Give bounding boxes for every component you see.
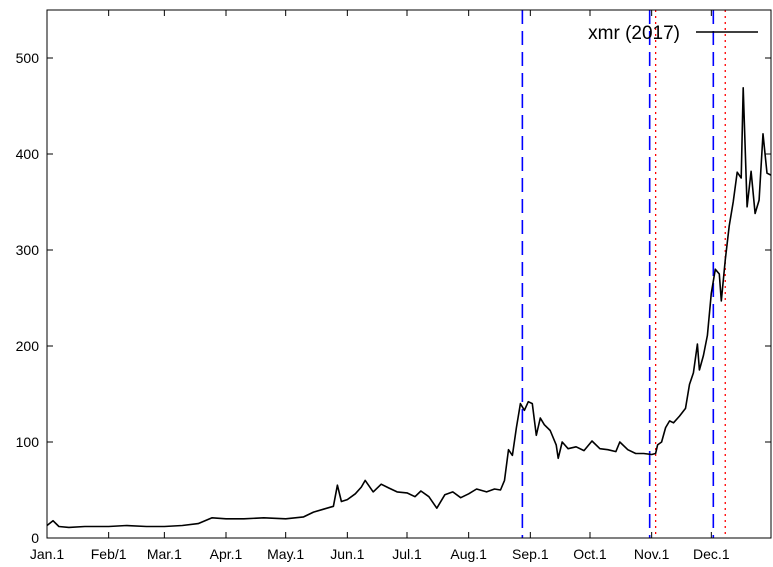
x-tick-label-11: Nov.1 <box>634 546 670 562</box>
y-tick-label-400: 400 <box>16 146 40 162</box>
x-tick-label-4: Apr.1 <box>210 546 243 562</box>
y-tick-label-300: 300 <box>16 242 40 258</box>
legend: xmr (2017) <box>588 23 758 44</box>
x-tick-label-1: Jan.1 <box>30 546 64 562</box>
x-tick-label-6: Jun.1 <box>330 546 364 562</box>
x-tick-label-10: Oct.1 <box>573 546 607 562</box>
x-tick-label-3: Mar.1 <box>147 546 182 562</box>
y-tick-label-500: 500 <box>16 50 40 66</box>
series-line-1 <box>46 87 772 529</box>
legend-label: xmr (2017) <box>588 23 680 44</box>
x-tick-label-7: Jul.1 <box>392 546 422 562</box>
series-layer <box>46 87 772 529</box>
x-tick-label-8: Aug.1 <box>450 546 487 562</box>
x-tick-label-5: May.1 <box>267 546 304 562</box>
x-tick-label-12: Dec.1 <box>693 546 730 562</box>
y-tick-label-0: 0 <box>31 530 39 546</box>
x-tick-label-9: Sep.1 <box>512 546 549 562</box>
plot-frame <box>46 9 772 539</box>
axes: 0 100 200 300 400 500 Jan.1 Feb/1 Mar.1 Apr.1 May.… <box>16 9 772 562</box>
y-tick-label-200: 200 <box>16 338 40 354</box>
x-tick-label-2: Feb/1 <box>91 546 127 562</box>
y-tick-label-100: 100 <box>16 434 40 450</box>
